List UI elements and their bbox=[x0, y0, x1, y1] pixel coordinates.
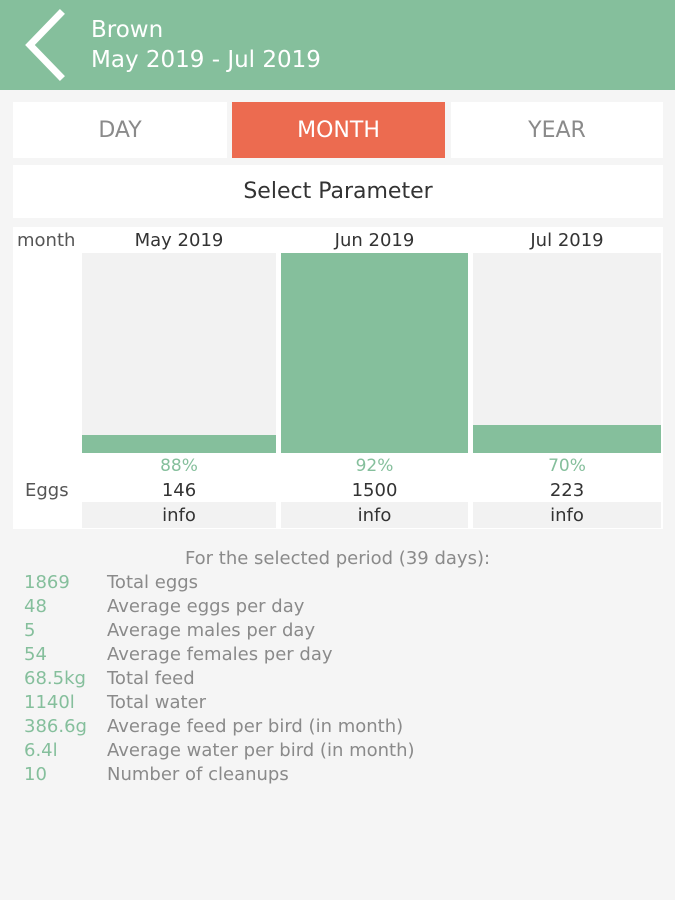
tab-month-label: MONTH bbox=[297, 117, 380, 143]
chevron-left-icon bbox=[25, 9, 65, 81]
stat-value: 48 bbox=[24, 596, 47, 617]
stat-label: Total feed bbox=[107, 668, 195, 689]
row-header-eggs: Eggs bbox=[25, 480, 69, 501]
column-egg-count: 223 bbox=[549, 480, 585, 501]
column-month-label: Jun 2019 bbox=[334, 230, 415, 251]
stat-value: 10 bbox=[24, 764, 47, 785]
month-column: May 2019 88% 146 info bbox=[82, 227, 276, 529]
summary-title: For the selected period (39 days): bbox=[184, 548, 491, 569]
column-percent: 70% bbox=[548, 456, 586, 476]
info-button[interactable]: info bbox=[281, 502, 468, 528]
column-month-label: May 2019 bbox=[134, 230, 224, 251]
info-button[interactable]: info bbox=[473, 502, 661, 528]
stat-value: 6.4l bbox=[24, 740, 58, 761]
bar-track bbox=[82, 253, 276, 453]
info-button[interactable]: info bbox=[82, 502, 276, 528]
info-label: info bbox=[550, 504, 584, 526]
stat-label: Average feed per bird (in month) bbox=[107, 716, 404, 737]
tab-day[interactable]: DAY bbox=[13, 102, 227, 158]
stat-label: Average water per bird (in month) bbox=[107, 740, 415, 761]
stat-value: 386.6g bbox=[24, 716, 87, 737]
eggs-bar[interactable] bbox=[473, 425, 661, 453]
column-egg-count: 146 bbox=[161, 480, 197, 501]
bar-track bbox=[473, 253, 661, 453]
stat-value: 1869 bbox=[24, 572, 70, 593]
stat-value: 68.5kg bbox=[24, 668, 86, 689]
monthly-chart: month Eggs May 2019 88% 146 info Jun 201… bbox=[13, 227, 663, 529]
app-header: Brown May 2019 - Jul 2019 bbox=[0, 0, 675, 90]
period-tabs: DAY MONTH YEAR bbox=[13, 102, 663, 158]
column-egg-count: 1500 bbox=[351, 480, 398, 501]
column-percent: 88% bbox=[160, 456, 198, 476]
eggs-bar[interactable] bbox=[82, 435, 276, 453]
header-date-range: May 2019 - Jul 2019 bbox=[91, 47, 321, 73]
column-percent: 92% bbox=[355, 456, 394, 476]
eggs-bar[interactable] bbox=[281, 253, 468, 453]
bar-track bbox=[281, 253, 468, 453]
select-parameter-button[interactable]: Select Parameter bbox=[13, 165, 663, 218]
month-column: Jul 2019 70% 223 info bbox=[473, 227, 661, 529]
tab-month[interactable]: MONTH bbox=[232, 102, 445, 158]
tab-day-label: DAY bbox=[98, 117, 142, 143]
stat-value: 54 bbox=[24, 644, 47, 665]
stat-label: Total eggs bbox=[107, 572, 199, 593]
header-title: Brown bbox=[91, 17, 164, 43]
stat-label: Total water bbox=[107, 692, 207, 713]
stat-label: Number of cleanups bbox=[107, 764, 289, 785]
column-month-label: Jul 2019 bbox=[530, 230, 604, 251]
info-label: info bbox=[357, 504, 392, 526]
back-button[interactable] bbox=[16, 8, 76, 82]
tab-year[interactable]: YEAR bbox=[451, 102, 663, 158]
stat-value: 1140l bbox=[24, 692, 75, 713]
stat-label: Average eggs per day bbox=[107, 596, 305, 617]
month-column: Jun 2019 92% 1500 info bbox=[281, 227, 468, 529]
stat-label: Average females per day bbox=[107, 644, 333, 665]
stat-label: Average males per day bbox=[107, 620, 316, 641]
select-parameter-label: Select Parameter bbox=[243, 179, 433, 204]
stat-value: 5 bbox=[24, 620, 36, 641]
row-header-month: month bbox=[17, 230, 76, 251]
tab-year-label: YEAR bbox=[528, 117, 586, 143]
info-label: info bbox=[162, 504, 196, 526]
